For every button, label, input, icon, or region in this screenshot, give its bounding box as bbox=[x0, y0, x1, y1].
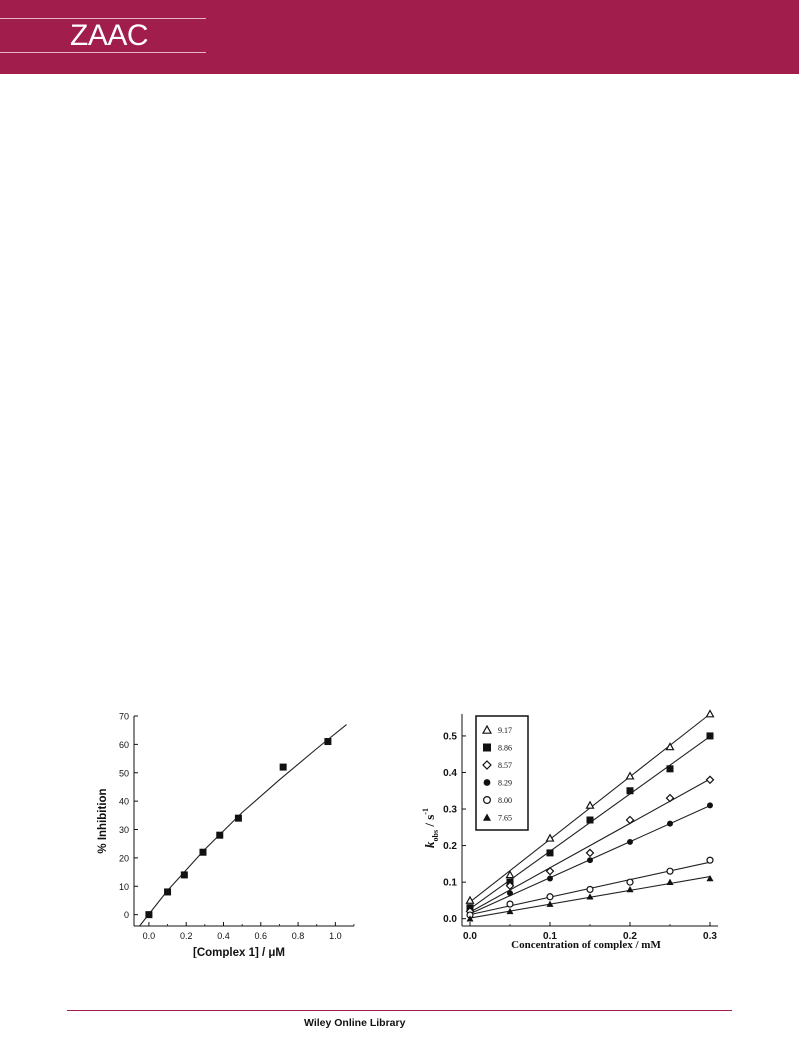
data-point bbox=[626, 787, 634, 795]
banner-rule-top bbox=[0, 18, 206, 19]
y-axis-label: % Inhibition bbox=[97, 788, 109, 853]
data-point bbox=[466, 915, 474, 922]
legend-marker bbox=[483, 779, 491, 786]
footer-publisher: Wiley Online Library bbox=[304, 1017, 406, 1029]
data-point bbox=[586, 816, 594, 824]
y-tick-label: 0.5 bbox=[443, 731, 457, 742]
data-point bbox=[587, 857, 593, 864]
data-point bbox=[706, 874, 714, 882]
data-point bbox=[546, 849, 554, 857]
legend-marker bbox=[483, 813, 491, 821]
data-point bbox=[586, 885, 594, 894]
data-point bbox=[216, 831, 224, 839]
data-point bbox=[705, 775, 715, 785]
data-point bbox=[705, 709, 715, 718]
data-point bbox=[666, 878, 674, 885]
legend-marker bbox=[481, 724, 493, 734]
data-point bbox=[506, 900, 514, 908]
y-tick-label: 0.2 bbox=[443, 841, 457, 852]
kobs-chart: 0.0 0.1 0.2 0.3 0.4 0.5 0.0 0.1 0.2 0.3 Concentrat… bbox=[421, 709, 718, 950]
legend-label: 9.17 bbox=[498, 726, 512, 735]
data-point bbox=[505, 881, 515, 891]
data-point bbox=[625, 771, 635, 780]
y-axis-label-sub: obs bbox=[431, 830, 440, 842]
legend-marker bbox=[482, 795, 491, 804]
journal-banner: ZAAC bbox=[0, 0, 799, 74]
y-tick-label: 60 bbox=[119, 740, 129, 750]
y-tick-label: 10 bbox=[119, 882, 129, 892]
data-point bbox=[507, 890, 513, 897]
data-point bbox=[545, 866, 555, 876]
data-point bbox=[626, 878, 634, 886]
x-axis-label: Concentration of complex / mM bbox=[511, 939, 661, 950]
y-tick-label: 0 bbox=[124, 910, 129, 920]
data-point bbox=[199, 848, 207, 856]
x-tick-label: 0.3 bbox=[703, 931, 717, 942]
y-tick-label: 50 bbox=[119, 768, 129, 778]
banner-rule-bottom bbox=[0, 52, 206, 53]
data-point bbox=[626, 885, 634, 893]
x-axis-label: [Complex 1] / μM bbox=[193, 947, 285, 958]
x-tick-label: 0.4 bbox=[217, 931, 230, 941]
x-tick-label: 1.0 bbox=[329, 931, 342, 941]
legend-box bbox=[475, 715, 529, 831]
legend-label: 8.00 bbox=[498, 796, 512, 805]
data-point bbox=[324, 738, 332, 746]
data-point bbox=[625, 815, 635, 825]
data-point bbox=[234, 814, 242, 822]
y-tick-label: 20 bbox=[119, 853, 129, 863]
data-point bbox=[505, 870, 515, 879]
y-tick-label: 0.3 bbox=[443, 805, 457, 816]
legend-label: 8.29 bbox=[498, 779, 512, 788]
y-tick-label: 30 bbox=[119, 825, 129, 835]
y-axis-label: kobs / s-1 bbox=[421, 808, 440, 848]
x-tick-label: 0.2 bbox=[623, 931, 637, 942]
legend-label: 8.57 bbox=[498, 761, 512, 770]
footer-rule bbox=[67, 1010, 732, 1011]
data-point bbox=[706, 856, 714, 864]
legend-label: 7.65 bbox=[498, 814, 512, 823]
data-point bbox=[506, 907, 514, 915]
fit-curve bbox=[139, 724, 347, 926]
legend-label: 8.86 bbox=[498, 744, 512, 753]
data-point bbox=[666, 867, 674, 875]
data-point bbox=[665, 793, 675, 803]
data-point bbox=[627, 838, 633, 845]
legend-marker bbox=[483, 743, 491, 752]
y-tick-label: 70 bbox=[119, 712, 129, 722]
data-point bbox=[586, 893, 594, 900]
x-tick-label: 0.0 bbox=[143, 931, 156, 941]
y-tick-label: 0.4 bbox=[443, 768, 457, 779]
legend-marker bbox=[482, 760, 492, 770]
data-point bbox=[180, 871, 188, 879]
x-tick-label: 0.6 bbox=[255, 931, 268, 941]
inhibition-chart: 0 10 20 30 40 50 60 70 0.0 0.2 0.4 0.6 0.8 1.0 [Comple… bbox=[97, 712, 355, 958]
x-tick-label: 0.8 bbox=[292, 931, 305, 941]
data-point bbox=[547, 875, 553, 882]
y-axis-label-unit: / s bbox=[422, 815, 437, 830]
y-axis-label-k: k bbox=[422, 841, 437, 848]
data-point bbox=[546, 893, 554, 901]
x-tick-label: 0.2 bbox=[180, 931, 193, 941]
data-point bbox=[465, 895, 475, 904]
data-point bbox=[706, 732, 714, 740]
data-point bbox=[707, 802, 713, 809]
data-point bbox=[585, 848, 595, 858]
y-axis-label-sup: -1 bbox=[421, 808, 430, 815]
data-point bbox=[545, 833, 555, 842]
x-tick-label: 0.1 bbox=[543, 931, 557, 942]
data-point bbox=[546, 900, 554, 907]
y-tick-label: 0.1 bbox=[443, 878, 457, 889]
x-tick-label: 0.0 bbox=[463, 931, 477, 942]
data-point bbox=[666, 765, 674, 773]
data-point bbox=[665, 742, 675, 751]
data-point bbox=[667, 820, 673, 827]
data-point bbox=[585, 800, 595, 809]
data-point bbox=[164, 888, 172, 896]
y-tick-label: 0.0 bbox=[443, 914, 457, 925]
data-point bbox=[279, 763, 287, 771]
data-point bbox=[145, 911, 153, 919]
journal-logo: ZAAC bbox=[70, 19, 149, 52]
y-tick-label: 40 bbox=[119, 797, 129, 807]
